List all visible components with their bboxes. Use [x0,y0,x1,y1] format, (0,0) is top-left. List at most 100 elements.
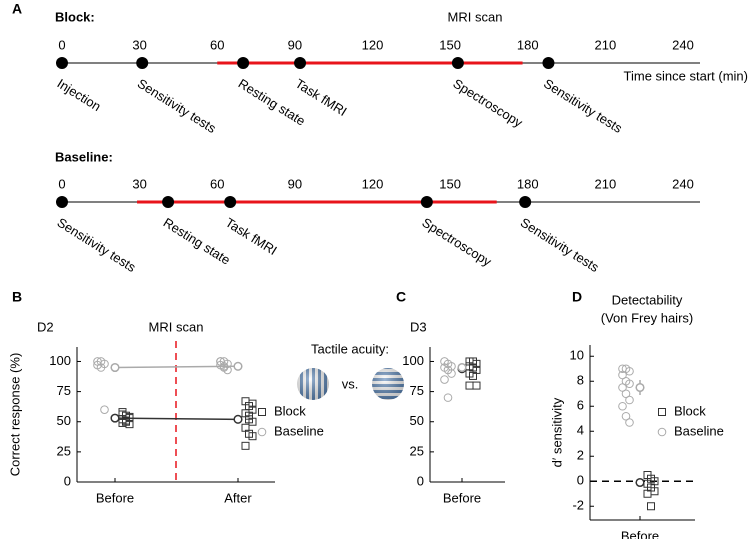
data-point [465,381,474,390]
data-point [125,412,134,421]
y-tick-label: 10 [570,348,584,363]
mean-marker [110,413,120,423]
data-point [625,395,634,405]
legend-text: vs. [342,376,359,391]
legend-marker [257,427,267,437]
mean-marker [110,362,120,373]
y-tick-label: 50 [410,413,424,428]
x-tick-label: 150 [439,176,461,191]
data-point [447,369,456,378]
y-tick-label: 100 [402,353,424,368]
data-point [647,502,655,511]
data-point [472,381,481,390]
event-label: Resting state [161,215,233,268]
event-dot [451,57,464,69]
x-axis-title: Time since start (min) [624,68,748,83]
y-tick-label: 0 [64,473,71,488]
legend-label: Baseline [674,423,724,438]
event-label: Sensitivity tests [135,76,219,136]
mean-marker [635,382,645,393]
data-point [118,418,127,427]
panel-label: A [12,1,22,17]
event-dot [136,57,149,69]
event-label: Sensitivity tests [518,215,602,275]
event-label: Spectroscopy [450,76,525,131]
legend-title: Tactile acuity: [311,341,389,356]
data-point [469,371,477,380]
data-point [625,366,634,376]
x-tick-label: 210 [595,37,617,52]
event-label: Spectroscopy [419,215,494,270]
x-tick-label: 90 [288,37,302,52]
legend-label: Block [274,403,306,418]
x-tick-label: 90 [288,176,302,191]
x-tick-label: After [224,490,252,505]
data-point [245,415,253,424]
panel-label: C [396,289,406,305]
data-point [248,399,257,408]
x-tick-label: 60 [210,37,224,52]
x-tick-label: 30 [132,176,146,191]
data-point [96,363,106,372]
y-tick-label: 100 [49,353,71,368]
event-dot [162,196,175,208]
y-axis-title: d′ sensitivity [549,397,564,467]
data-point [100,405,109,414]
x-tick-label: Before [96,490,134,505]
x-tick-label: 30 [132,37,146,52]
panel-label: B [12,289,22,305]
event-label: Sensitivity tests [55,215,139,275]
timeline-title: Baseline: [55,149,113,164]
x-tick-label: 0 [58,176,65,191]
event-dot [56,196,68,208]
x-tick-label: 60 [210,176,224,191]
panel-label: D [572,289,582,305]
chart-title: Detectability [612,292,683,307]
timeline-title: Block: [55,9,95,24]
data-point [443,393,453,402]
event-label: Injection [55,76,104,114]
legend-marker [658,408,666,416]
chart-title: (Von Frey hairs) [601,310,693,325]
x-tick-label: 180 [517,37,539,52]
mean-line [114,365,239,369]
y-tick-label: 2 [577,448,584,463]
data-point [625,418,634,427]
event-dot [224,196,237,208]
x-tick-label: 240 [672,176,694,191]
event-dot [542,57,555,69]
event-dot [294,57,307,69]
chart-title: D3 [410,319,427,334]
event-dot [519,196,532,208]
event-label: Sensitivity tests [541,76,625,136]
mean-marker [635,477,645,488]
mean-line [114,417,239,421]
event-label: Task fMRI [223,215,280,258]
y-tick-label: -2 [572,498,584,513]
data-point [219,361,229,371]
x-tick-label: 150 [439,37,461,52]
legend-label: Block [674,403,706,418]
y-tick-label: 0 [577,473,584,488]
y-tick-label: 6 [577,398,584,413]
x-tick-label: 240 [672,37,694,52]
event-dot [237,57,250,69]
y-tick-label: 8 [577,373,584,388]
y-tick-label: 25 [57,443,71,458]
y-tick-label: 75 [57,383,71,398]
mean-marker [457,362,467,373]
stimulus-icons [297,368,404,400]
data-point [618,401,627,411]
mean-marker [233,414,243,424]
event-dot [420,196,433,208]
legend-label: Baseline [274,423,324,438]
x-tick-label: Before [621,528,659,539]
legend-marker [258,408,266,416]
y-tick-label: 4 [577,423,584,438]
mri-label: MRI scan [448,9,503,24]
x-tick-label: Before [443,490,481,505]
y-axis-title: Correct response (%) [7,353,22,477]
x-tick-label: 120 [362,37,384,52]
y-tick-label: 50 [57,413,71,428]
